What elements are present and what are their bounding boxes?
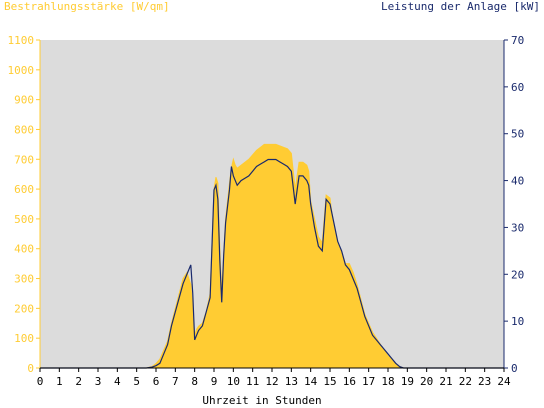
- x-tick-label: 15: [323, 375, 336, 388]
- right-tick-label: 40: [511, 175, 524, 188]
- x-tick-label: 6: [153, 375, 160, 388]
- x-tick-label: 20: [420, 375, 433, 388]
- left-tick-label: 300: [14, 273, 34, 286]
- left-tick-label: 700: [14, 153, 34, 166]
- right-tick-label: 50: [511, 128, 524, 141]
- x-tick-label: 19: [401, 375, 414, 388]
- left-tick-label: 600: [14, 183, 34, 196]
- x-tick-label: 12: [265, 375, 278, 388]
- x-tick-label: 13: [285, 375, 298, 388]
- left-tick-label: 1000: [8, 64, 35, 77]
- x-tick-label: 1: [56, 375, 63, 388]
- x-tick-label: 9: [211, 375, 218, 388]
- x-tick-label: 2: [75, 375, 82, 388]
- right-tick-label: 60: [511, 81, 524, 94]
- left-tick-label: 500: [14, 213, 34, 226]
- right-tick-label: 10: [511, 315, 524, 328]
- power-line: [40, 158, 504, 369]
- x-tick-label: 24: [497, 375, 511, 388]
- x-tick-label: 23: [478, 375, 491, 388]
- x-tick-label: 10: [227, 375, 240, 388]
- right-tick-label: 0: [511, 362, 518, 375]
- left-tick-label: 100: [14, 332, 34, 345]
- x-tick-label: 5: [133, 375, 140, 388]
- left-tick-label: 900: [14, 94, 34, 107]
- right-tick-label: 30: [511, 221, 524, 234]
- left-tick-label: 400: [14, 243, 34, 256]
- x-tick-label: 7: [172, 375, 179, 388]
- x-tick-label: 3: [95, 375, 102, 388]
- x-axis-label: Uhrzeit in Stunden: [202, 394, 321, 407]
- x-tick-label: 17: [362, 375, 375, 388]
- left-tick-label: 200: [14, 302, 34, 315]
- x-tick-label: 0: [37, 375, 44, 388]
- x-tick-label: 8: [191, 375, 198, 388]
- right-axis-title: Leistung der Anlage [kW]: [381, 0, 540, 13]
- right-tick-label: 20: [511, 268, 524, 281]
- left-tick-label: 0: [27, 362, 34, 375]
- x-tick-label: 21: [439, 375, 452, 388]
- x-tick-label: 22: [459, 375, 472, 388]
- right-tick-label: 70: [511, 34, 524, 47]
- left-axis-title: Bestrahlungsstärke [W/qm]: [4, 0, 170, 13]
- x-tick-label: 11: [246, 375, 259, 388]
- left-tick-label: 1100: [8, 34, 35, 47]
- left-tick-label: 800: [14, 123, 34, 136]
- x-tick-label: 4: [114, 375, 121, 388]
- x-tick-label: 18: [381, 375, 394, 388]
- x-tick-label: 16: [343, 375, 356, 388]
- x-tick-label: 14: [304, 375, 318, 388]
